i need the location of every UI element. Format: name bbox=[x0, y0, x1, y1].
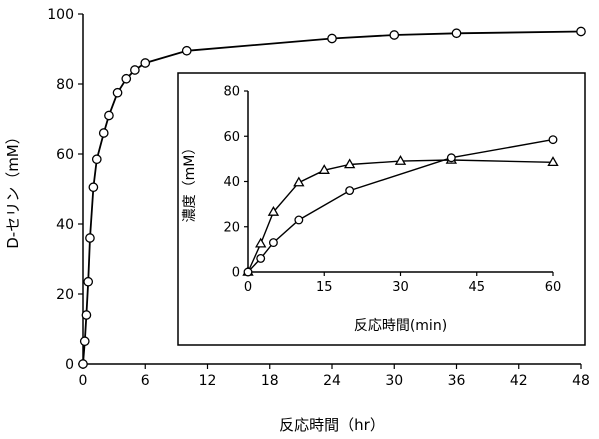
inset-series-2-point bbox=[268, 238, 278, 248]
main-y-axis-label: D-セリン（mM） bbox=[4, 129, 22, 249]
main-series-1-point bbox=[121, 73, 132, 84]
inset-series-2-point bbox=[548, 135, 558, 145]
main-series-1-point bbox=[98, 128, 109, 138]
inset-series-2-point bbox=[294, 215, 304, 225]
main-y-tick-label: 60 bbox=[56, 147, 74, 163]
main-series-1-point bbox=[91, 154, 102, 165]
inset-series-1-point bbox=[293, 176, 305, 187]
main-x-tick-label: 6 bbox=[141, 373, 150, 389]
main-series-1-point bbox=[451, 28, 462, 39]
main-series-1-point bbox=[181, 45, 192, 56]
inset-series-1-point bbox=[267, 205, 280, 216]
main-x-tick-label: 18 bbox=[261, 373, 279, 389]
main-x-tick-label: 30 bbox=[385, 373, 403, 389]
inset-series-1-point bbox=[394, 155, 407, 165]
main-series-1-line bbox=[82, 30, 582, 365]
main-series-1-point bbox=[140, 58, 151, 68]
inset-series-2-point bbox=[256, 253, 266, 263]
main-series-1-point bbox=[130, 65, 140, 75]
main-x-tick-label: 24 bbox=[323, 373, 341, 389]
main-series-1-point bbox=[83, 276, 94, 287]
main-y-tick-label: 0 bbox=[65, 357, 74, 373]
inset-series-2-point bbox=[345, 186, 355, 195]
inset-x-tick-label: 45 bbox=[468, 280, 485, 295]
main-series-1-point bbox=[88, 182, 99, 193]
main-x-axis-label: 反応時間（hr） bbox=[279, 416, 385, 434]
main-y-tick-label: 40 bbox=[56, 217, 74, 233]
main-chart: 0 6 12 18 24 30 36 42 48 0 20 40 60 80 100 反応時間（hr） D-セリ… bbox=[4, 7, 590, 434]
main-series-1-point bbox=[78, 359, 88, 369]
main-x-tick-label: 48 bbox=[572, 373, 590, 389]
inset-series-1-point bbox=[343, 158, 356, 169]
inset-x-tick-label: 15 bbox=[316, 280, 333, 295]
inset-x-tick-label: 30 bbox=[392, 280, 409, 295]
inset-y-tick-label: 60 bbox=[223, 130, 240, 145]
inset-frame bbox=[177, 72, 586, 346]
main-y-tick-label: 80 bbox=[56, 77, 74, 93]
main-series-1-point bbox=[112, 87, 123, 98]
inset-series-1-point bbox=[318, 164, 330, 174]
main-x-tick-label: 36 bbox=[448, 373, 466, 389]
main-y-tick-label: 100 bbox=[47, 7, 74, 23]
main-series-1-point bbox=[389, 30, 400, 40]
main-series-1-point bbox=[79, 336, 90, 347]
inset-series-1-point bbox=[547, 156, 559, 167]
inset-chart: 0 15 30 45 60 0 20 40 60 80 反応時間(min) 濃度（mM） bbox=[182, 85, 561, 334]
inset-y-tick-label: 80 bbox=[223, 85, 240, 100]
main-x-tick-label: 42 bbox=[510, 373, 528, 389]
main-x-tick-label: 12 bbox=[199, 373, 217, 389]
inset-y-tick-label: 40 bbox=[223, 175, 240, 190]
main-series-1-point bbox=[104, 110, 114, 121]
inset-y-axis-label: 濃度（mM） bbox=[182, 141, 198, 223]
inset-series-2-point bbox=[446, 153, 456, 163]
main-series-1-point bbox=[576, 26, 586, 37]
inset-x-tick-label: 60 bbox=[545, 280, 562, 295]
inset-y-tick-label: 0 bbox=[232, 266, 240, 281]
inset-x-tick-label: 0 bbox=[244, 280, 252, 295]
inset-x-axis-label: 反応時間(min) bbox=[354, 318, 447, 334]
main-series-1-point bbox=[81, 310, 92, 320]
main-series-1-point bbox=[327, 33, 337, 44]
inset-y-tick-label: 20 bbox=[223, 220, 240, 235]
main-x-tick-label: 0 bbox=[79, 373, 88, 389]
main-series-1-point bbox=[85, 233, 95, 243]
inset-series-2-point bbox=[243, 267, 253, 277]
inset-series-1-point bbox=[255, 237, 267, 248]
main-y-tick-label: 20 bbox=[56, 287, 74, 303]
